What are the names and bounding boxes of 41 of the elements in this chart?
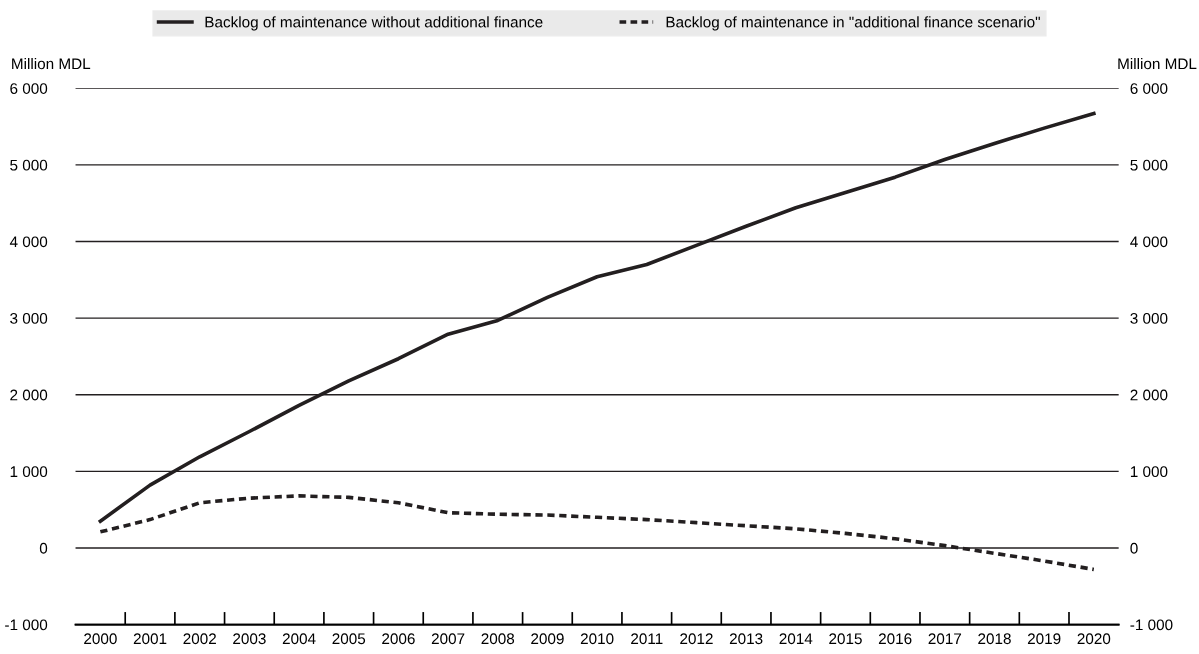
y2-tick-label: 3 000: [1130, 312, 1168, 324]
y2-tick-label: 5 000: [1130, 159, 1168, 171]
x-tick-label: 2009: [531, 633, 564, 645]
y2-tick-label: 0: [1130, 542, 1138, 554]
y-axis-title: Million MDL: [12, 57, 91, 70]
x-tick-label: 2015: [829, 633, 862, 645]
x-tick-label: 2018: [978, 633, 1011, 645]
y-tick-label: 3 000: [10, 312, 48, 324]
x-tick-label: 2008: [481, 633, 515, 645]
y-tick-label: 1 000: [10, 466, 48, 478]
legend-label: Backlog of maintenance without additional finance: [205, 16, 543, 31]
y2-tick-label: -1 000: [1130, 619, 1173, 631]
y2-tick-label: 1 000: [1130, 466, 1168, 478]
x-tick-label: 2000: [84, 633, 117, 645]
x-tick-label: 2017: [928, 633, 962, 645]
x-tick-label: 2002: [183, 633, 216, 645]
x-tick-label: 2001: [133, 633, 167, 645]
y-tick-label: 5 000: [10, 159, 48, 171]
x-tick-label: 2007: [431, 633, 465, 645]
y-tick-label: 6 000: [10, 83, 48, 94]
x-tick-label: 2019: [1027, 633, 1061, 645]
y2-tick-label: 4 000: [1130, 236, 1168, 248]
x-tick-label: 2006: [382, 633, 415, 645]
y-tick-label: 2 000: [10, 389, 48, 401]
x-tick-label: 2012: [680, 633, 713, 645]
x-tick-label: 2011: [631, 633, 663, 645]
y-tick-label: 4 000: [9, 236, 48, 248]
y2-tick-label: 6 000: [1130, 83, 1168, 94]
y2-tick-label: 2 000: [1130, 389, 1168, 401]
x-tick-label: 2020: [1077, 633, 1111, 645]
x-tick-label: 2016: [878, 633, 912, 645]
y2-axis-title: Million MDL: [1118, 57, 1197, 70]
x-tick-label: 2004: [282, 633, 316, 645]
x-tick-label: 2005: [332, 633, 366, 645]
y-tick-label: 0: [39, 542, 48, 554]
legend-label: Backlog of maintenance in "additional finance scenario": [666, 16, 1040, 31]
y-tick-label: -1 000: [5, 619, 48, 631]
x-tick-label: 2010: [580, 633, 614, 645]
x-tick-label: 2014: [779, 633, 813, 645]
x-tick-label: 2013: [729, 633, 763, 645]
x-tick-label: 2003: [233, 633, 266, 645]
